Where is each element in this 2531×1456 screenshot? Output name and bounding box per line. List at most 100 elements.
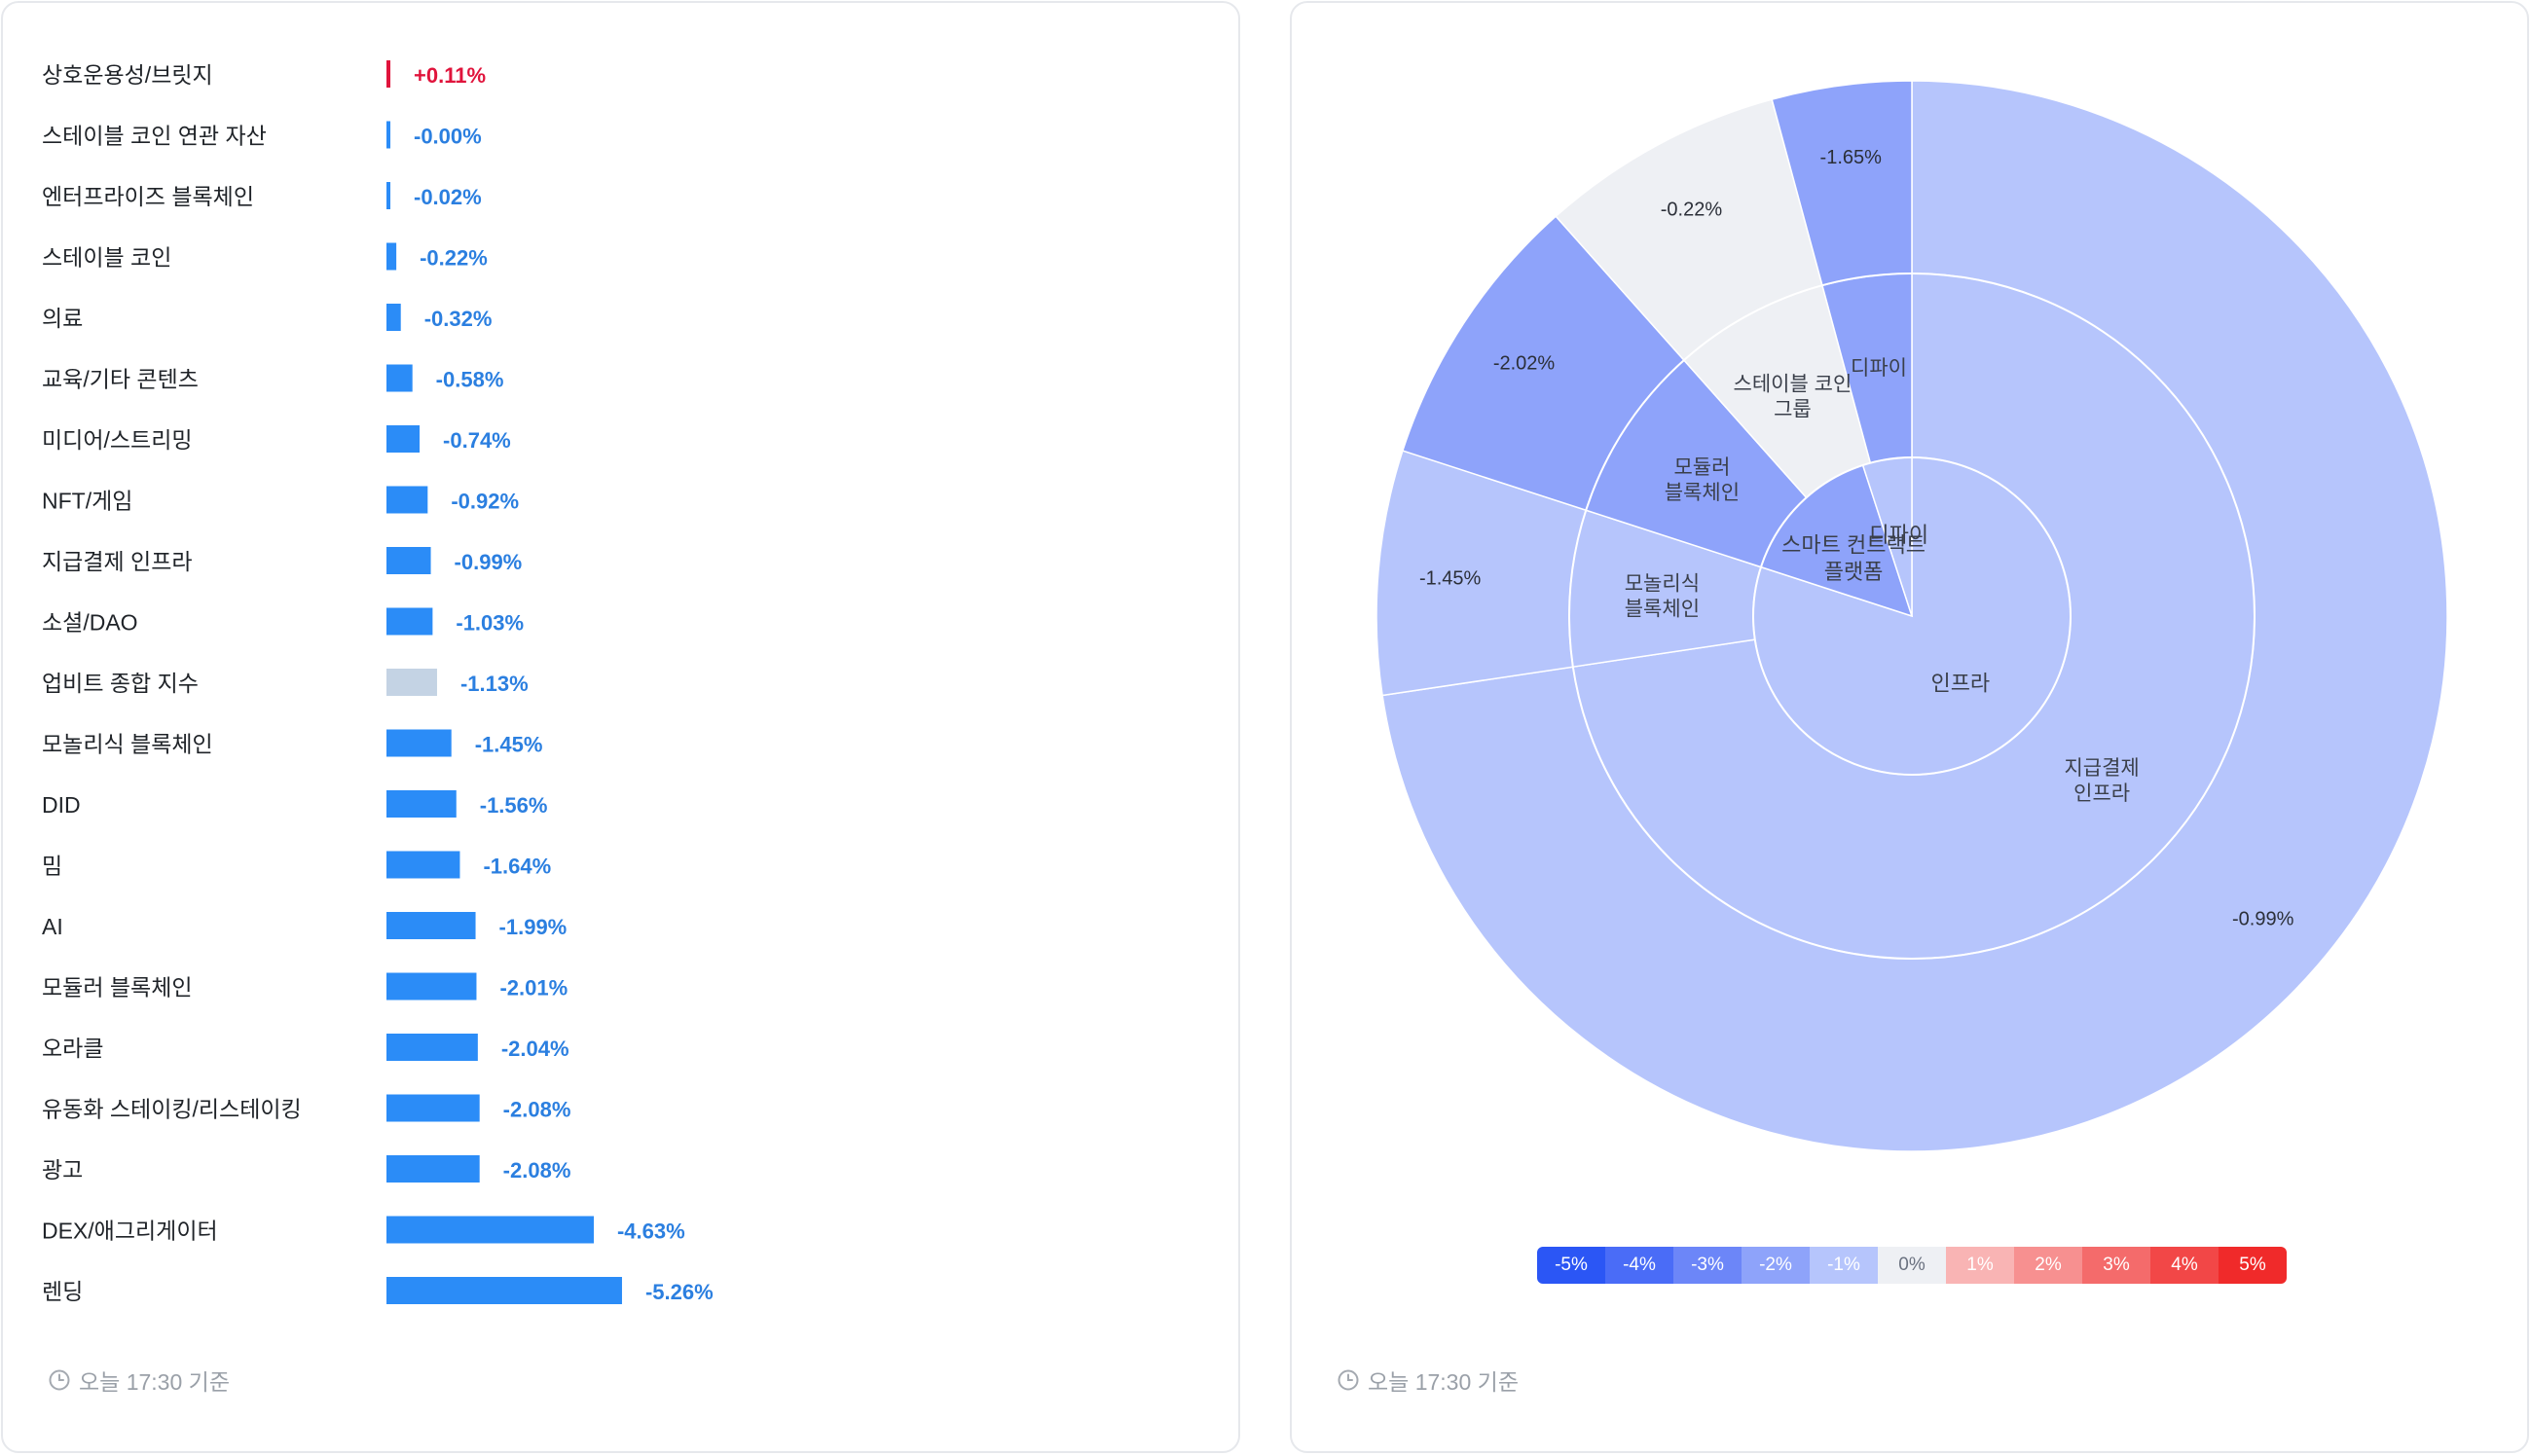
- value-label: -2.01%: [499, 976, 568, 1001]
- category-label: 오라클: [42, 1036, 103, 1061]
- category-label: 미디어/스트리밍: [42, 427, 193, 453]
- category-label: 업비트 종합 지수: [42, 671, 199, 696]
- category-bar[interactable]: [386, 364, 413, 392]
- left-timestamp-text: 오늘 17:30 기준: [79, 1369, 230, 1395]
- category-bar[interactable]: [386, 790, 457, 818]
- value-label: -0.00%: [414, 125, 482, 149]
- category-bar[interactable]: [386, 669, 437, 696]
- legend-cell: 1%: [1946, 1247, 2014, 1284]
- category-bar[interactable]: [386, 912, 476, 939]
- category-bar[interactable]: [386, 1034, 478, 1061]
- value-label: -1.13%: [460, 672, 529, 696]
- clock-icon: [49, 1369, 70, 1391]
- category-label: 렌딩: [42, 1279, 83, 1304]
- value-label: -1.45%: [475, 733, 543, 757]
- middle-segment-label: 스테이블 코인 그룹: [1734, 373, 1852, 420]
- outer-value-label: -1.65%: [1820, 147, 1883, 168]
- middle-segment-label: 모놀리식 블록체인: [1625, 572, 1700, 620]
- color-scale-legend: -5% -4% -3% -2% -1% 0% 1% 2% 3% 4% 5%: [1537, 1247, 2287, 1284]
- legend-cell: -5%: [1537, 1247, 1605, 1284]
- category-bar-chart: 상호운용성/브릿지 +0.11% 스테이블 코인 연관 자산 -0.00% 엔터프라이즈…: [42, 60, 714, 1304]
- legend-cell: -2%: [1742, 1247, 1810, 1284]
- middle-segment-label: 디파이: [1851, 357, 1907, 380]
- category-label: 의료: [42, 306, 83, 331]
- category-bar[interactable]: [386, 729, 452, 757]
- category-bar[interactable]: [386, 1094, 480, 1122]
- clock-icon: [1338, 1369, 1359, 1391]
- category-label: 스테이블 코인 연관 자산: [42, 124, 267, 149]
- category-bar[interactable]: [386, 1155, 480, 1183]
- outer-value-label: -1.45%: [1419, 568, 1482, 590]
- category-bar[interactable]: [386, 242, 397, 271]
- category-label: 교육/기타 콘텐츠: [42, 367, 199, 392]
- category-bar[interactable]: [386, 60, 390, 88]
- outer-value-label: -0.99%: [2232, 909, 2294, 930]
- category-bar[interactable]: [386, 972, 477, 1001]
- value-label: -1.56%: [480, 793, 548, 818]
- legend-cell: -3%: [1673, 1247, 1742, 1284]
- value-label: -0.99%: [455, 550, 523, 574]
- category-label: 소셜/DAO: [42, 610, 138, 636]
- inner-segment-label: 스마트 컨트랙트 플랫폼: [1781, 533, 1926, 585]
- category-label: NFT/게임: [42, 489, 132, 514]
- middle-segment-label: 모듈러 블록체인: [1665, 456, 1740, 504]
- category-label: DEX/애그리게이터: [42, 1219, 218, 1244]
- category-bar[interactable]: [386, 1277, 622, 1304]
- category-bar[interactable]: [386, 182, 390, 209]
- category-bar[interactable]: [386, 1216, 594, 1244]
- value-label: -2.04%: [501, 1037, 569, 1061]
- category-bar[interactable]: [386, 304, 401, 331]
- ring-divider: [1752, 456, 2072, 776]
- category-bar[interactable]: [386, 851, 460, 879]
- value-label: -4.63%: [617, 1219, 685, 1244]
- legend-cell: 4%: [2150, 1247, 2219, 1284]
- category-label: 광고: [42, 1157, 83, 1183]
- outer-value-label: -0.22%: [1661, 199, 1723, 220]
- value-label: -0.02%: [414, 185, 482, 209]
- category-bar[interactable]: [386, 486, 428, 514]
- legend-cell: -4%: [1605, 1247, 1673, 1284]
- category-bar[interactable]: [386, 547, 431, 574]
- category-label: 스테이블 코인: [42, 245, 171, 271]
- legend-cell: 5%: [2219, 1247, 2287, 1284]
- inner-segment-label: 인프라: [1930, 671, 1990, 695]
- category-bar[interactable]: [386, 425, 421, 453]
- value-label: +0.11%: [414, 63, 486, 88]
- category-label: 모놀리식 블록체인: [42, 732, 213, 757]
- value-label: -1.99%: [499, 915, 568, 939]
- legend-cell: 2%: [2014, 1247, 2082, 1284]
- legend-cell: -1%: [1810, 1247, 1878, 1284]
- category-label: 유동화 스테이킹/리스테이킹: [42, 1097, 302, 1122]
- value-label: -5.26%: [645, 1280, 714, 1304]
- value-label: -1.64%: [483, 855, 551, 879]
- right-timestamp: 오늘 17:30 기준: [1337, 1364, 1519, 1397]
- ring-divider: [1568, 273, 2256, 960]
- value-label: -0.22%: [420, 246, 488, 271]
- category-label: 엔터프라이즈 블록체인: [42, 184, 254, 209]
- legend-cell: 0%: [1878, 1247, 1946, 1284]
- value-label: -2.08%: [503, 1158, 571, 1183]
- right-timestamp-text: 오늘 17:30 기준: [1368, 1369, 1519, 1395]
- value-label: -0.32%: [424, 307, 493, 331]
- category-label: 상호운용성/브릿지: [42, 62, 213, 88]
- category-bar-panel: 상호운용성/브릿지 +0.11% 스테이블 코인 연관 자산 -0.00% 엔터프라이즈…: [1, 1, 1240, 1453]
- category-label: 지급결제 인프라: [42, 549, 193, 574]
- legend-cell: 3%: [2082, 1247, 2150, 1284]
- value-label: -0.58%: [436, 368, 504, 392]
- value-label: -1.03%: [456, 611, 524, 636]
- middle-segment-label: 지급결제 인프라: [2064, 757, 2139, 805]
- value-label: -2.08%: [503, 1098, 571, 1122]
- value-label: -0.74%: [443, 428, 511, 453]
- outer-value-label: -2.02%: [1493, 353, 1556, 375]
- category-bar[interactable]: [386, 121, 390, 149]
- sunburst-panel: 인프라 스마트 컨트랙트 플랫폼 디파이 지급결제 인프라 -0.99% 모놀리식 블록체인 -1…: [1290, 1, 2529, 1453]
- category-label: AI: [42, 914, 63, 939]
- category-label: DID: [42, 792, 81, 818]
- category-label: 모듈러 블록체인: [42, 975, 193, 1001]
- category-bar[interactable]: [386, 607, 433, 636]
- value-label: -0.92%: [451, 490, 519, 514]
- inner-segment-label: 디파이: [1869, 523, 1928, 547]
- left-timestamp: 오늘 17:30 기준: [48, 1364, 230, 1397]
- category-label: 밈: [42, 854, 62, 879]
